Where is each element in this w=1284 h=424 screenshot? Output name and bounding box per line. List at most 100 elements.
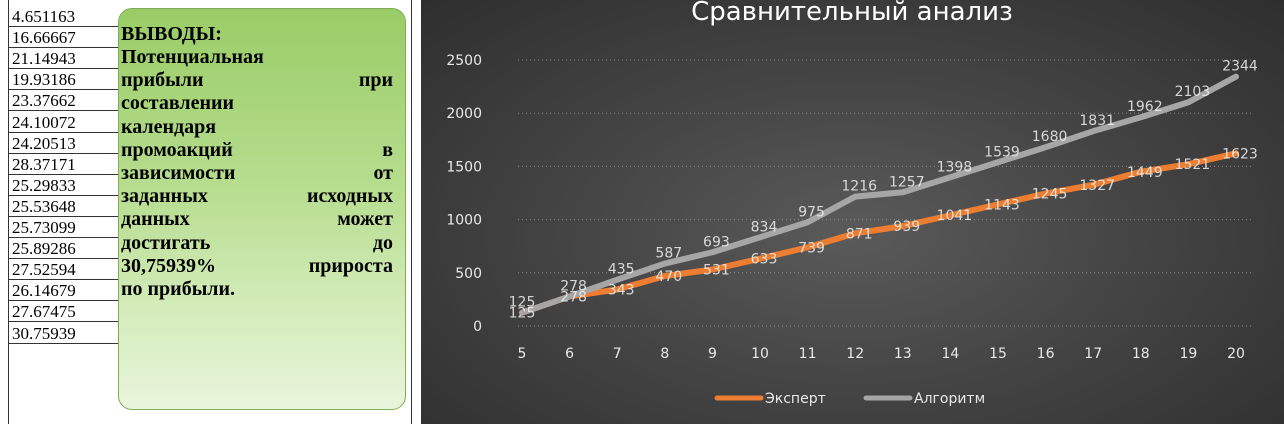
data-label: 587	[655, 246, 682, 262]
data-point	[900, 189, 906, 195]
data-point	[709, 249, 715, 255]
data-point	[662, 261, 668, 267]
x-tick-label: 5	[518, 346, 527, 362]
data-label: 470	[655, 269, 682, 285]
series-line-0	[519, 150, 1239, 316]
data-point	[567, 293, 573, 299]
data-point	[852, 230, 858, 236]
data-point	[1043, 144, 1049, 150]
y-tick-label: 500	[455, 266, 482, 282]
conclusion-line: составлении	[121, 92, 393, 115]
data-label: 2103	[1175, 84, 1211, 100]
x-tick-label: 13	[894, 346, 912, 362]
data-label: 1449	[1127, 165, 1163, 181]
data-label: 871	[846, 226, 873, 242]
data-label: 1521	[1175, 157, 1211, 173]
data-label: 693	[703, 234, 730, 250]
x-tick-label: 14	[941, 346, 959, 362]
legend-label: Алгоритм	[914, 391, 985, 407]
data-label: 1041	[937, 208, 973, 224]
x-tick-label: 9	[708, 346, 717, 362]
data-label: 1143	[984, 197, 1020, 213]
data-point	[1138, 114, 1144, 120]
x-tick-label: 20	[1227, 346, 1245, 362]
conclusion-line: достигать до	[121, 232, 393, 255]
conclusion-word: достигать	[121, 231, 211, 254]
conclusion-line: зависимости от	[121, 162, 393, 185]
conclusion-word: зависимости	[121, 162, 236, 184]
data-label: 1257	[889, 174, 925, 190]
table-cell: 28.37171	[9, 154, 119, 175]
x-tick-label: 12	[846, 346, 864, 362]
data-point	[995, 201, 1001, 207]
data-point	[662, 273, 668, 279]
legend-label: Эксперт	[765, 391, 826, 407]
data-point	[1185, 161, 1191, 167]
data-label: 1680	[1032, 129, 1068, 145]
y-tick-label: 1500	[446, 159, 482, 175]
data-point	[1043, 191, 1049, 197]
x-tick-label: 15	[989, 346, 1007, 362]
data-label: 1831	[1079, 113, 1115, 129]
table-cell: 26.14679	[9, 280, 119, 302]
conclusion-line: Потенциальная	[121, 46, 393, 69]
conclusion-word: до	[372, 231, 393, 254]
table-cell: 21.14943	[9, 48, 119, 70]
conclusion-line: заданных исходных	[121, 185, 393, 208]
data-label: 125	[509, 295, 536, 311]
table-cell: 25.53648	[9, 196, 119, 217]
data-point	[757, 234, 763, 240]
table-cell: 27.67475	[9, 301, 119, 323]
data-label: 278	[560, 278, 587, 294]
data-point	[1138, 169, 1144, 175]
conclusion-word: при	[358, 69, 393, 92]
data-label: 1962	[1127, 99, 1163, 115]
data-label: 739	[798, 240, 825, 256]
comparison-chart: Сравнительный анализ 0 500 1000 1500 2000 2500…	[421, 0, 1284, 424]
conclusion-line: 30,75939% прироста	[121, 255, 393, 278]
x-tick-label: 18	[1132, 346, 1150, 362]
x-tick-label: 19	[1179, 346, 1197, 362]
conclusion-word: в	[382, 138, 393, 161]
x-tick-label: 16	[1037, 346, 1055, 362]
data-point	[1090, 182, 1096, 188]
chart-title: Сравнительный анализ	[691, 0, 1013, 27]
table-cell: 25.89286	[9, 238, 119, 260]
x-tick-label: 17	[1084, 346, 1102, 362]
data-label: 1245	[1032, 187, 1068, 203]
data-label: 939	[893, 219, 920, 235]
table-cell: 23.37662	[9, 90, 119, 112]
conclusion-line: по прибыли.	[121, 278, 393, 301]
x-tick-label: 11	[799, 346, 817, 362]
x-tick-label: 8	[660, 346, 669, 362]
conclusion-word: от	[373, 162, 393, 184]
data-point	[1233, 74, 1239, 80]
data-point	[614, 277, 620, 283]
table-cell: 30.75939	[9, 323, 119, 344]
data-label: 278	[560, 289, 587, 305]
data-point	[709, 267, 715, 273]
data-point	[1185, 99, 1191, 105]
conclusion-word: данных	[121, 208, 190, 231]
table-cell: 24.10072	[9, 112, 119, 133]
table-cell: 4.651163	[9, 6, 119, 28]
data-point	[614, 287, 620, 293]
conclusion-word: может	[337, 208, 393, 231]
data-point	[757, 256, 763, 262]
x-tick-label: 10	[751, 346, 769, 362]
conclusion-word: заданных	[121, 185, 208, 208]
conclusion-word: составлении	[121, 92, 235, 115]
conclusion-word: по прибыли.	[121, 278, 236, 300]
data-point	[852, 194, 858, 200]
conclusion-line: данных может	[121, 208, 393, 231]
data-label: 1327	[1079, 178, 1115, 194]
y-tick-label: 2000	[446, 106, 482, 122]
table-cell: 19.93186	[9, 69, 119, 91]
x-tick-label: 6	[565, 346, 574, 362]
conclusion-word: 30,75939%	[121, 254, 216, 277]
data-point	[947, 174, 953, 180]
table-cell: 25.29833	[9, 175, 119, 196]
conclusion-word: календаря	[121, 115, 217, 138]
data-point	[900, 223, 906, 229]
y-tick-label: 2500	[446, 53, 482, 69]
